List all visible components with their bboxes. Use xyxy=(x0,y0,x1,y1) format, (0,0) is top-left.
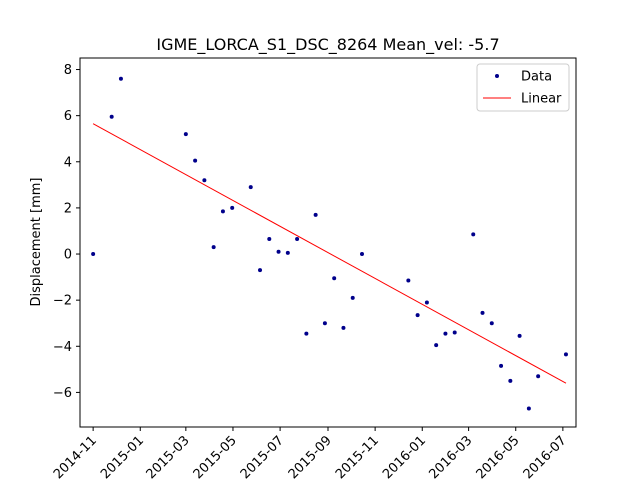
x-tick-label: 2016-03 xyxy=(426,433,475,480)
data-point xyxy=(304,331,309,336)
data-point xyxy=(267,237,272,242)
data-point xyxy=(109,114,114,119)
data-point xyxy=(295,237,300,242)
linear-fit-line xyxy=(92,123,567,384)
data-point xyxy=(91,252,96,257)
data-point xyxy=(220,209,225,214)
data-point xyxy=(526,406,531,411)
data-point xyxy=(480,310,485,315)
legend-box xyxy=(476,63,570,112)
y-tick-label: −2 xyxy=(53,294,72,309)
data-point xyxy=(202,178,207,183)
data-point xyxy=(434,343,439,348)
data-point xyxy=(341,325,346,330)
legend-label: Data xyxy=(521,70,552,85)
data-point xyxy=(499,363,504,368)
x-tick-label: 2015-01 xyxy=(98,433,147,480)
data-point xyxy=(489,321,494,326)
y-tick-label: 2 xyxy=(64,201,72,216)
legend-point-swatch xyxy=(495,74,499,78)
y-axis-label: Displacement [mm] xyxy=(29,178,44,307)
plot-area: −6−4−2024682014-112015-012015-032015-052… xyxy=(51,57,577,482)
x-tick-label: 2015-05 xyxy=(191,433,240,480)
x-tick-label: 2015-07 xyxy=(238,433,287,480)
y-tick-label: 8 xyxy=(64,63,72,78)
data-point xyxy=(276,249,281,254)
data-point xyxy=(415,313,420,318)
data-point xyxy=(517,333,522,338)
y-tick-label: 6 xyxy=(64,109,72,124)
data-point xyxy=(211,245,216,250)
plot-frame xyxy=(79,57,577,428)
legend: Data Linear xyxy=(476,63,570,112)
data-point xyxy=(332,276,337,281)
chart-title: IGME_LORCA_S1_DSC_8264 Mean_vel: -5.7 xyxy=(156,35,499,55)
data-point xyxy=(536,374,541,379)
data-point xyxy=(424,300,429,305)
x-tick-label: 2015-09 xyxy=(286,433,335,480)
legend-label: Linear xyxy=(521,92,562,107)
y-tick-label: −6 xyxy=(53,386,72,401)
x-tick-label: 2014-11 xyxy=(51,433,100,480)
x-tick-label: 2016-05 xyxy=(474,433,523,480)
y-tick-label: 4 xyxy=(64,155,72,170)
data-point xyxy=(183,132,188,137)
data-point xyxy=(313,212,318,217)
data-point xyxy=(193,158,198,163)
data-point xyxy=(322,321,327,326)
x-tick-label: 2015-11 xyxy=(333,433,382,480)
data-point xyxy=(406,278,411,283)
data-point xyxy=(118,76,123,81)
x-tick-label: 2016-01 xyxy=(380,433,429,480)
data-point xyxy=(452,330,457,335)
data-point xyxy=(443,331,448,336)
y-tick-label: 0 xyxy=(64,248,72,263)
data-point xyxy=(563,352,568,357)
x-tick-label: 2015-03 xyxy=(144,433,193,480)
data-point xyxy=(471,232,476,237)
data-point xyxy=(230,205,235,210)
y-tick-label: −4 xyxy=(53,340,72,355)
data-point xyxy=(248,185,253,190)
data-point xyxy=(359,252,364,257)
data-point xyxy=(508,378,513,383)
data-point xyxy=(285,250,290,255)
x-tick-label: 2016-07 xyxy=(521,433,570,480)
data-point xyxy=(350,295,355,300)
data-point xyxy=(258,268,263,273)
